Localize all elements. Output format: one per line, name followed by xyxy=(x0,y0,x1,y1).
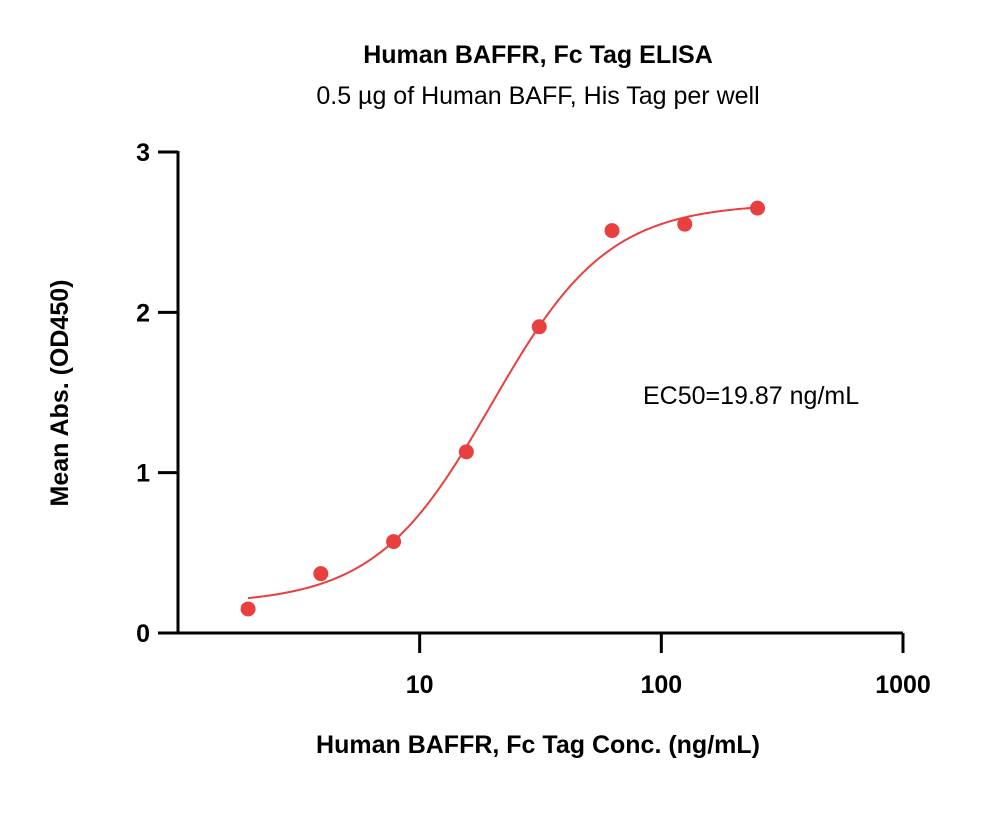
fit-curve-layer xyxy=(247,206,758,600)
y-tick-label: 3 xyxy=(136,139,150,167)
y-tick-label: 2 xyxy=(136,299,150,327)
data-point xyxy=(750,200,766,216)
data-point xyxy=(677,216,693,232)
chart-subtitle: 0.5 µg of Human BAFF, His Tag per well xyxy=(316,82,759,110)
x-tick-label: 100 xyxy=(640,671,682,699)
x-tick-label: 1000 xyxy=(875,671,931,699)
y-axis-label: Mean Abs. (OD450) xyxy=(46,280,74,507)
data-point xyxy=(386,534,402,550)
y-tick-label: 0 xyxy=(136,620,150,648)
y-tick-label: 1 xyxy=(136,460,150,488)
axes: 0 1 2 3 10 100 1000 xyxy=(136,139,931,699)
data-point xyxy=(531,319,547,335)
data-points-layer xyxy=(240,200,766,617)
chart-title: Human BAFFR, Fc Tag ELISA xyxy=(363,41,713,69)
fit-curve xyxy=(247,206,758,600)
x-tick-label: 10 xyxy=(406,671,434,699)
data-point xyxy=(313,566,329,582)
data-point xyxy=(458,444,474,460)
ec50-annotation: EC50=19.87 ng/mL xyxy=(643,382,859,410)
data-point xyxy=(240,601,256,617)
x-axis-label: Human BAFFR, Fc Tag Conc. (ng/mL) xyxy=(316,731,760,759)
data-point xyxy=(604,223,620,239)
